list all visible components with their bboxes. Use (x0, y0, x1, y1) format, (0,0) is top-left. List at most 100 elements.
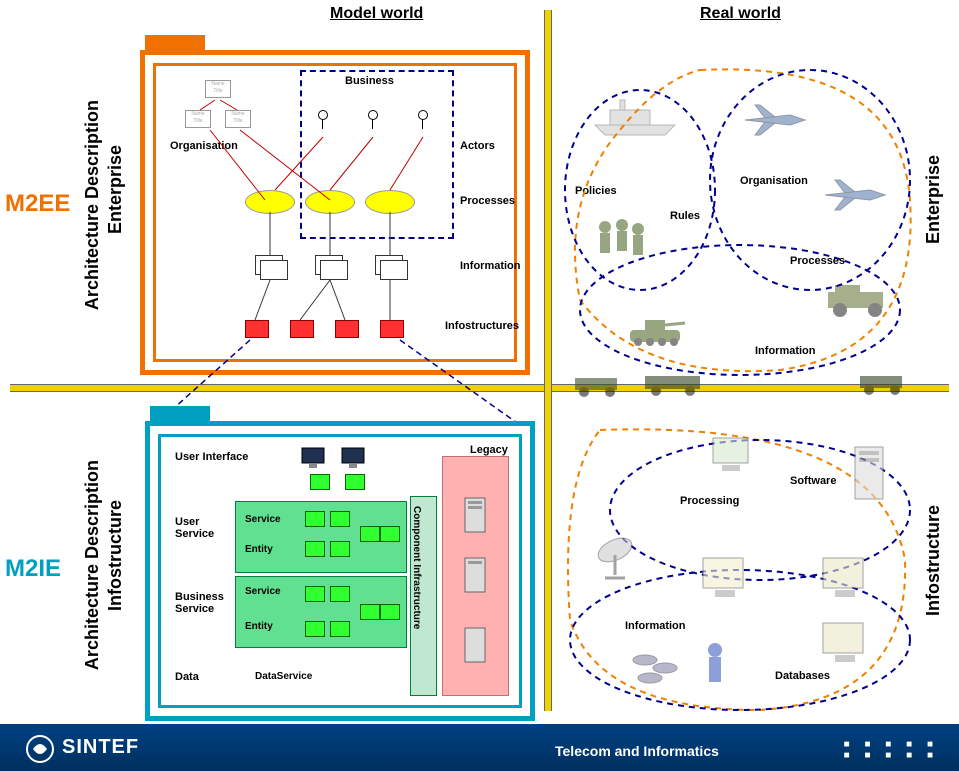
info-box (320, 260, 348, 280)
databases-label: Databases (775, 670, 830, 682)
comp-icon (380, 526, 400, 542)
real-world-header: Real world (700, 5, 781, 23)
enterprise-arch-label-1: Enterprise (105, 145, 126, 234)
enterprise-arch-label-2: Architecture Description (82, 100, 103, 310)
footer-dots: ■ ■ ■ ■ ■■ ■ ■ ■ ■ (844, 739, 939, 761)
infostructure-right-label: Infostructure (923, 505, 944, 616)
info-box (380, 260, 408, 280)
computer-icon (820, 555, 870, 600)
monitor-icon (340, 446, 368, 470)
comp-icon (305, 511, 325, 527)
infostructure-box (290, 320, 314, 338)
comp-icon (305, 621, 325, 637)
information-label: Information (460, 260, 521, 272)
comp-icon (305, 541, 325, 557)
infostructure-box (335, 320, 359, 338)
comp-icon (360, 604, 380, 620)
architecture-diagram: Model world Real world M2EE M2IE Enterpr… (0, 0, 959, 771)
tank-icon (620, 310, 690, 350)
information-label-r: Information (755, 345, 816, 357)
person-icon (700, 640, 730, 690)
server-icon (460, 496, 490, 536)
processing-label: Processing (680, 495, 739, 507)
vertical-divider (544, 10, 552, 711)
computer-icon (710, 435, 755, 475)
actor-icon (315, 110, 329, 138)
computer-icon (820, 620, 870, 665)
data-label: Data (175, 671, 199, 683)
entity-label-2: Entity (245, 621, 273, 632)
processes-label-r: Processes (790, 255, 845, 267)
organisation-label: Organisation (170, 140, 238, 152)
m2ie-label: M2IE (5, 555, 61, 583)
process-ellipse (305, 190, 355, 214)
org-box: NameTitle (225, 110, 251, 128)
process-ellipse (245, 190, 295, 214)
organisation-label-r: Organisation (740, 175, 808, 187)
processes-label: Processes (460, 195, 515, 207)
computer-icon (700, 555, 750, 600)
component-infra-label: Component Infrastructure (411, 506, 422, 629)
business-service-label: Business Service (175, 591, 224, 615)
sintef-brand: SINTEF (62, 736, 139, 759)
server-icon (460, 626, 490, 666)
jet-icon (740, 100, 810, 140)
folder-tab-orange (145, 35, 205, 50)
server-icon (850, 445, 890, 505)
monitor-icon (300, 446, 328, 470)
humvee-icon (820, 280, 895, 320)
software-label: Software (790, 475, 836, 487)
legacy-label: Legacy (470, 444, 508, 456)
infostructure-arch-label-2: Architecture Description (82, 460, 103, 670)
soldiers-icon (590, 215, 650, 265)
actor-icon (365, 110, 379, 138)
m2ee-label: M2EE (5, 190, 70, 218)
user-service-label: User Service (175, 516, 214, 540)
infostructure-folder: User Interface User Service Business Ser… (145, 421, 535, 721)
footer-text: Telecom and Informatics (555, 743, 719, 759)
sintef-logo-icon (25, 734, 55, 764)
entity-label-1: Entity (245, 544, 273, 555)
comp-icon (305, 586, 325, 602)
vehicle-icon (640, 368, 710, 398)
infostructure-arch-label-1: Infostructure (105, 500, 126, 611)
enterprise-folder: NameTitle NameTitle NameTitle Organisati… (140, 50, 530, 375)
info-box (260, 260, 288, 280)
org-box: NameTitle (185, 110, 211, 128)
dish-icon (590, 530, 640, 580)
infostructure-box (380, 320, 404, 338)
comp-icon (330, 511, 350, 527)
server-icon (460, 556, 490, 596)
footer: SINTEF Telecom and Informatics ■ ■ ■ ■ ■… (0, 726, 959, 771)
business-label: Business (345, 75, 394, 87)
process-ellipse (365, 190, 415, 214)
actor-icon (415, 110, 429, 138)
comp-icon (330, 586, 350, 602)
model-world-header: Model world (330, 5, 423, 23)
vehicle-icon (855, 368, 910, 396)
rules-label: Rules (670, 210, 700, 222)
comp-icon (330, 541, 350, 557)
infostructures-label: Infostructures (445, 320, 519, 332)
org-box: NameTitle (205, 80, 231, 98)
infostructure-box (245, 320, 269, 338)
comp-icon (380, 604, 400, 620)
dataservice-label: DataService (255, 671, 312, 682)
service-label-2: Service (245, 586, 281, 597)
policies-label: Policies (575, 185, 617, 197)
information-label-br: Information (625, 620, 686, 632)
comp-icon (330, 621, 350, 637)
disks-icon (630, 650, 690, 690)
comp-icon (360, 526, 380, 542)
horizontal-divider (10, 384, 949, 392)
vehicle-icon (570, 370, 625, 398)
ship-icon (590, 90, 680, 140)
comp-icon (310, 474, 330, 490)
user-interface-label: User Interface (175, 451, 248, 463)
actors-label: Actors (460, 140, 495, 152)
jet-icon (820, 175, 890, 215)
folder-tab-cyan (150, 406, 210, 421)
enterprise-right-label: Enterprise (923, 155, 944, 244)
comp-icon (345, 474, 365, 490)
service-label-1: Service (245, 514, 281, 525)
